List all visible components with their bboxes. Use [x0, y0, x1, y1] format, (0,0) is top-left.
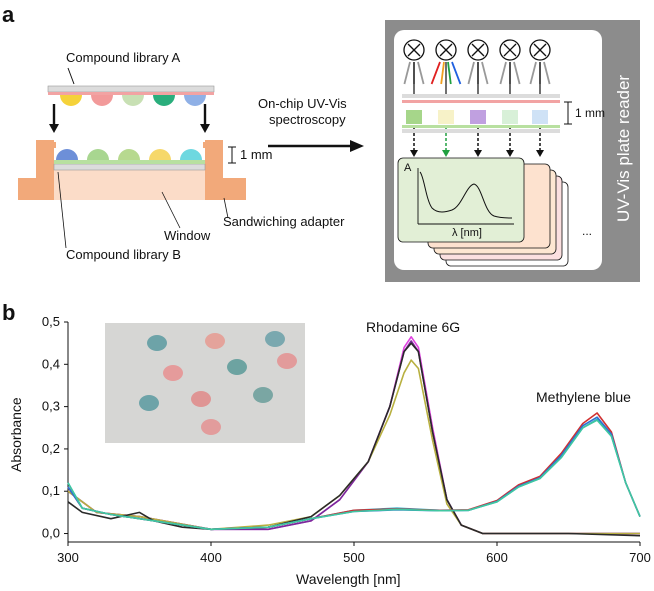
x-axis-label: Wavelength [nm]	[296, 571, 401, 587]
x-tick-label: 600	[486, 550, 508, 565]
ellipsis: ...	[582, 224, 593, 238]
droplet-library-b	[180, 149, 202, 160]
x-tick-label: 300	[57, 550, 79, 565]
series-line	[67, 342, 641, 537]
beam-arrow	[536, 150, 544, 157]
label-spacing-right: 1 mm	[575, 106, 605, 120]
beam-arrow	[474, 150, 482, 157]
photo-droplet	[253, 387, 273, 403]
photo-droplet	[205, 333, 225, 349]
photo-droplet	[201, 419, 221, 435]
label-arrow-line1: On-chip UV-Vis	[258, 96, 347, 111]
photo-droplet	[227, 359, 247, 375]
label-arrow-line2: spectroscopy	[269, 112, 346, 127]
label-sandwiching-adapter: Sandwiching adapter	[223, 214, 345, 229]
x-tick-label: 700	[629, 550, 651, 565]
library-a-plate	[47, 67, 215, 106]
panel-a-diagram	[18, 20, 640, 282]
droplet-library-a	[153, 95, 175, 106]
x-tick-label: 400	[200, 550, 222, 565]
photo-droplet	[147, 335, 167, 351]
droplet-library-b	[118, 149, 140, 160]
label-window: Window	[164, 228, 211, 243]
droplet-library-b	[56, 149, 78, 160]
y-tick-label: 0,2	[42, 441, 60, 456]
spectrum-stack	[397, 157, 569, 267]
label-library-b: Compound library B	[66, 247, 181, 262]
y-tick-label: 0,3	[42, 399, 60, 414]
y-tick-label: 0,4	[42, 356, 60, 371]
photo-droplet	[163, 365, 183, 381]
inset-photo	[105, 323, 305, 443]
library-b-plate	[53, 149, 206, 171]
droplet-library-a	[60, 95, 82, 106]
panel-a-letter: a	[2, 2, 15, 27]
photo-droplet	[191, 391, 211, 407]
beam-arrow	[410, 150, 418, 157]
well	[470, 110, 486, 124]
x-tick-label: 500	[343, 550, 365, 565]
panel-b-letter: b	[2, 300, 16, 325]
annotation-methylene: Methylene blue	[536, 389, 631, 405]
y-axis-label: Absorbance	[8, 397, 24, 472]
spacing-bracket-right	[564, 101, 572, 125]
droplet-library-b	[87, 149, 109, 160]
spectroscopy-arrow	[268, 140, 364, 152]
down-arrows	[49, 104, 210, 133]
spacing-bracket-left	[228, 146, 236, 164]
series-line	[67, 419, 641, 531]
photo-droplet	[265, 331, 285, 347]
droplet-library-a	[184, 95, 206, 106]
well	[438, 110, 454, 124]
y-tick-label: 0,1	[42, 483, 60, 498]
label-library-a: Compound library A	[66, 50, 181, 65]
beam-arrow	[442, 150, 450, 157]
annotation-rhodamine: Rhodamine 6G	[366, 319, 461, 335]
label-spacing-left: 1 mm	[240, 147, 273, 162]
absorbance-chart: 0,0 0,1 0,2 0,3 0,4 0,5 300 400 500 600 700	[42, 314, 651, 565]
droplet-library-a	[122, 95, 144, 106]
droplet-library-b	[149, 149, 171, 160]
photo-droplet	[139, 395, 159, 411]
label-plate-reader: UV-Vis plate reader	[614, 74, 633, 222]
spectrum-y-label: A	[404, 162, 412, 174]
well	[406, 110, 422, 124]
beam-arrow	[506, 150, 514, 157]
y-tick-label: 0,0	[42, 526, 60, 541]
well	[502, 110, 518, 124]
y-tick-label: 0,5	[42, 314, 60, 329]
well	[532, 110, 548, 124]
spectrum-x-label: λ [nm]	[452, 227, 482, 239]
photo-droplet	[277, 353, 297, 369]
droplet-library-a	[91, 95, 113, 106]
